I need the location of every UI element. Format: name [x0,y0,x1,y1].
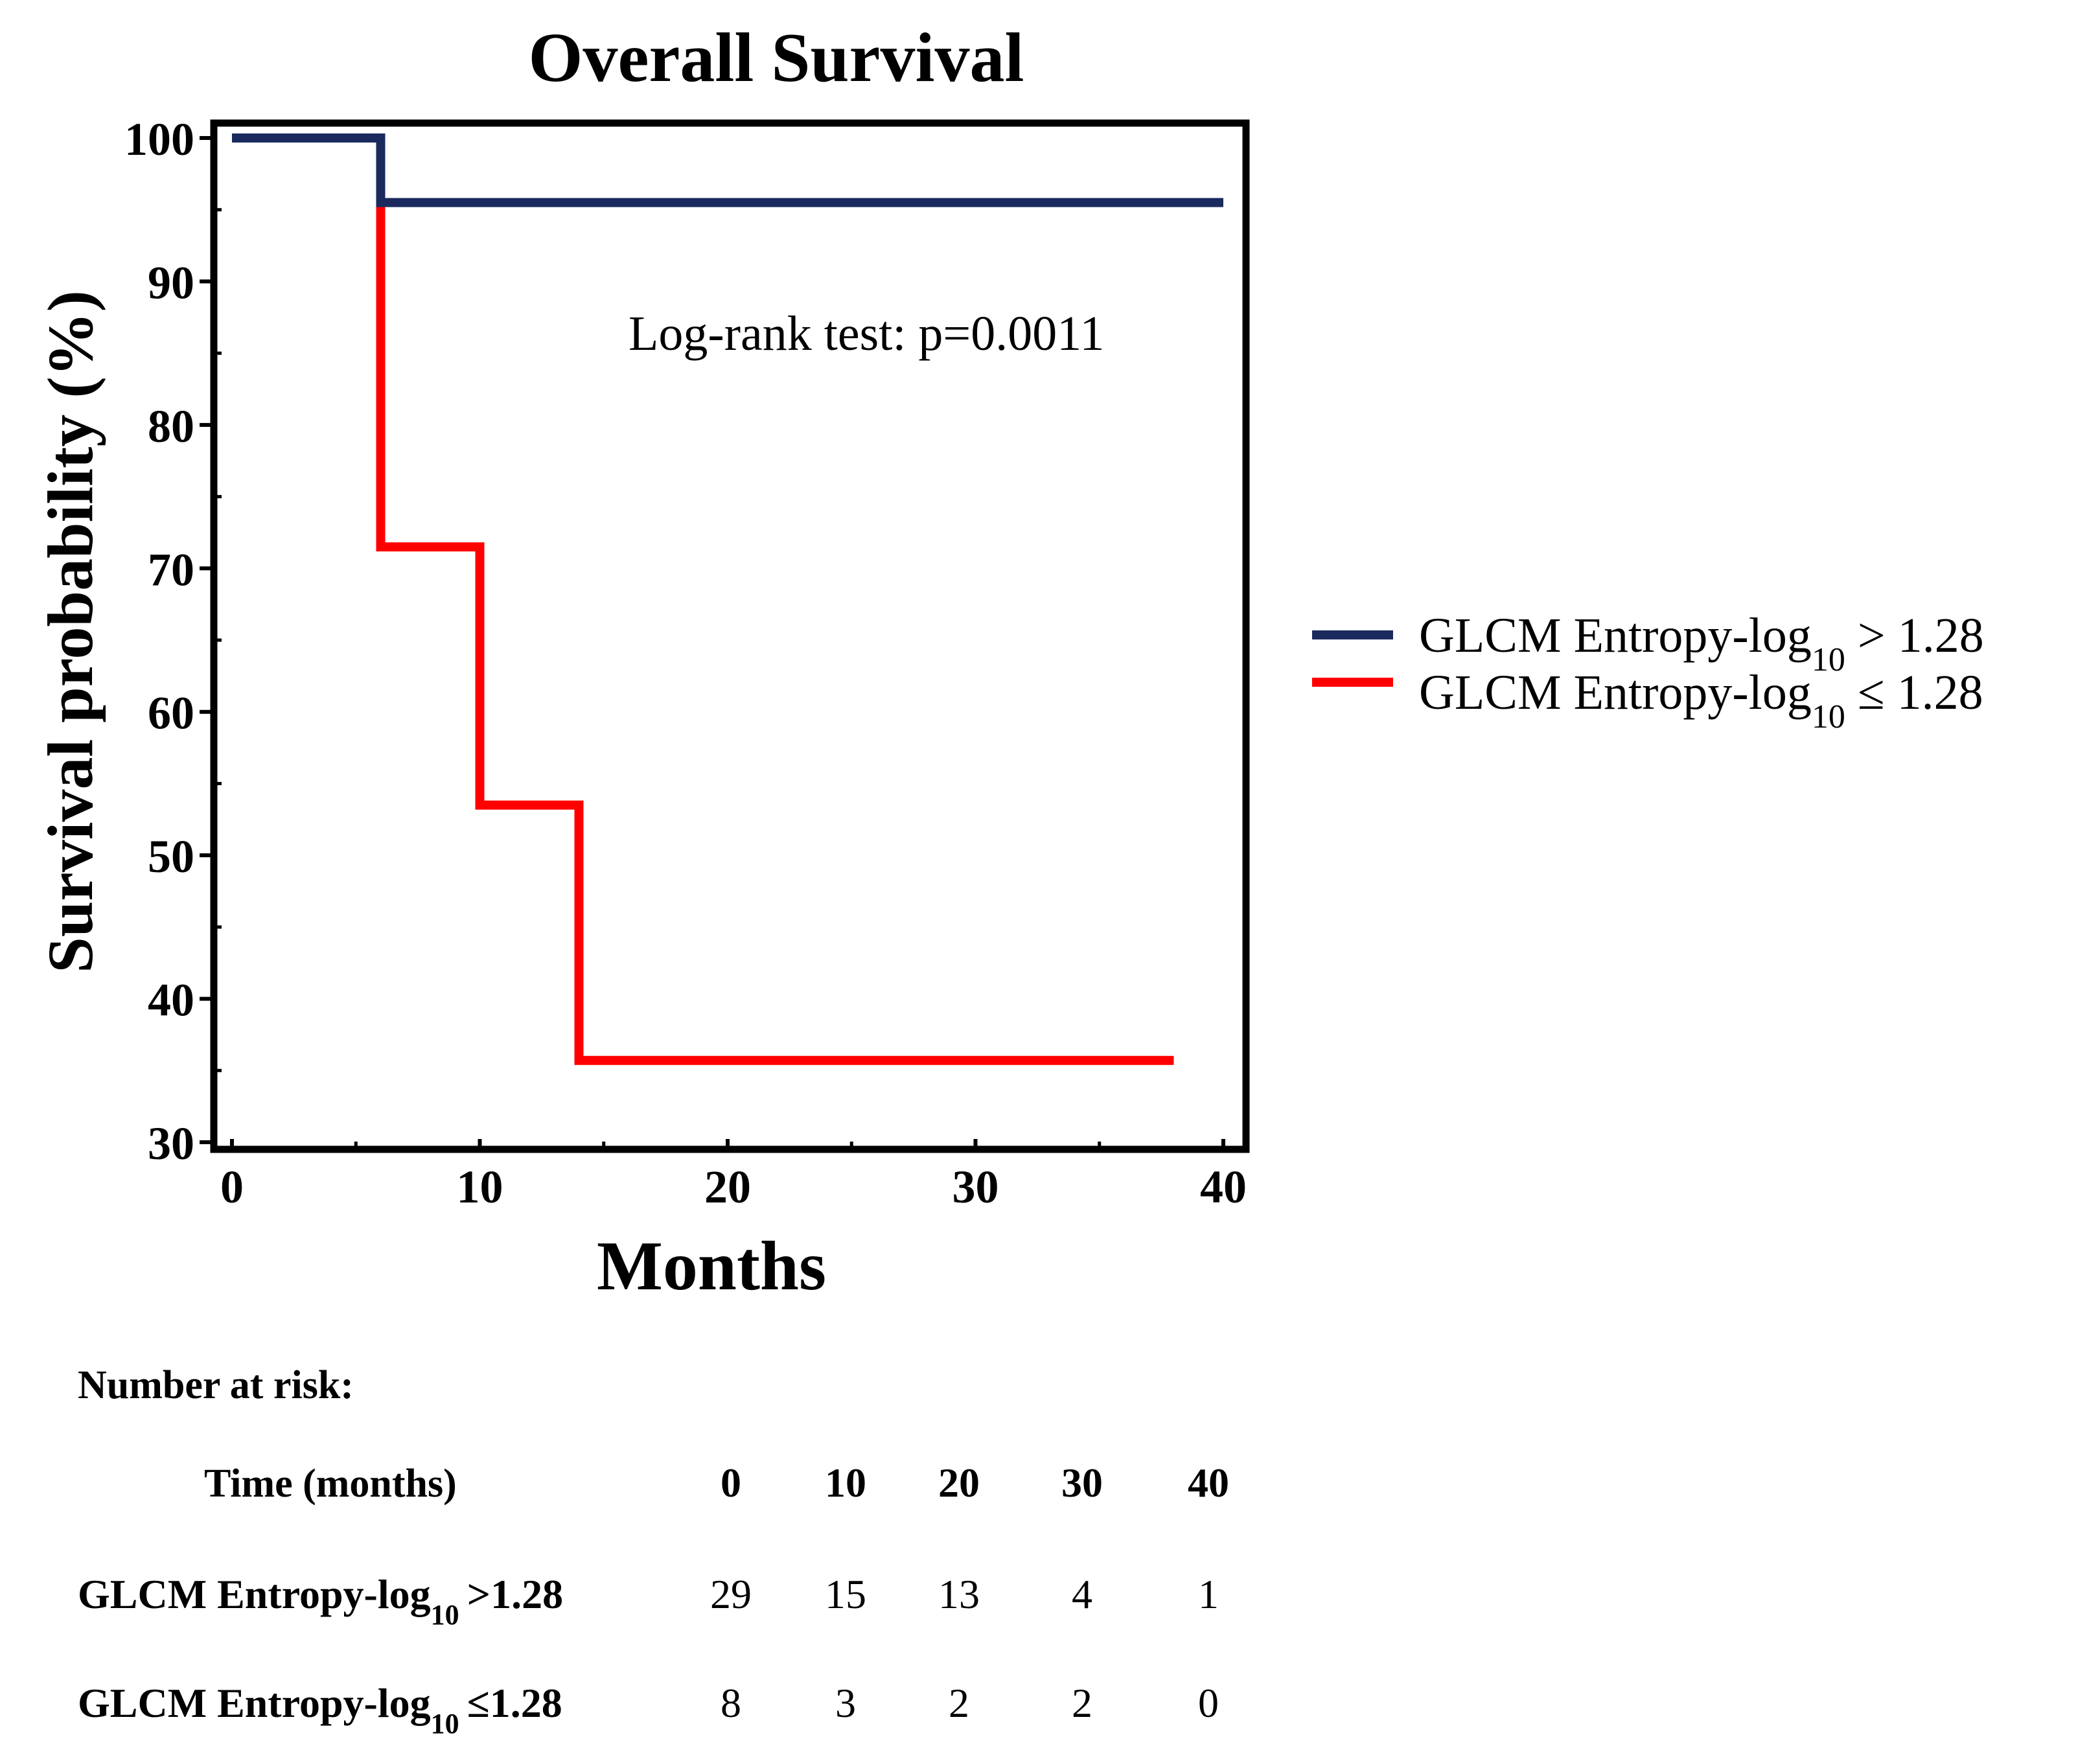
y-tick-label-80: 80 [148,400,194,452]
risk-time-label: Time (months) [204,1462,457,1506]
risk-row-label-low: GLCM Entropy-log10 ≤1.28 [78,1680,562,1740]
y-tick-label-30: 30 [148,1118,194,1169]
risk-time-10: 10 [825,1460,866,1506]
log-rank-annotation: Log-rank test: p=0.0011 [629,306,1104,361]
risk-count-low-20: 2 [949,1680,969,1726]
x-axis-label: Months [597,1228,826,1305]
legend: GLCM Entropy-log10 > 1.28 GLCM Entropy-l… [1312,608,1984,735]
risk-row-label-high: GLCM Entropy-log10 >1.28 [78,1571,563,1631]
y-tick-label-70: 70 [148,544,194,595]
survival-curves [232,133,1223,1065]
legend-label-high: GLCM Entropy-log10 > 1.28 [1419,608,1984,678]
x-tick-label-20: 20 [704,1161,751,1213]
risk-count-high-20: 13 [938,1571,980,1617]
axis-ticks: 30 40 50 60 70 80 90 100 0 10 20 30 40 [124,113,1247,1213]
y-axis-label: Survival probability (%) [34,290,106,973]
risk-count-low-0: 8 [721,1680,741,1726]
risk-count-high-0: 29 [710,1571,752,1617]
y-tick-label-40: 40 [148,974,194,1026]
curve-entropy-low [232,133,1174,1065]
risk-count-high-30: 4 [1072,1571,1092,1617]
y-tick-label-90: 90 [148,257,194,308]
chart-title: Overall Survival [529,19,1024,97]
risk-count-high-40: 1 [1198,1571,1219,1617]
x-tick-label-30: 30 [952,1161,999,1213]
risk-time-0: 0 [721,1460,741,1506]
risk-count-high-10: 15 [825,1571,866,1617]
y-tick-label-100: 100 [124,113,194,165]
legend-label-low: GLCM Entropy-log10 ≤ 1.28 [1419,665,1983,735]
y-tick-label-60: 60 [148,687,194,739]
x-tick-label-0: 0 [220,1161,244,1213]
x-tick-label-40: 40 [1200,1161,1247,1213]
risk-time-40: 40 [1188,1460,1229,1506]
risk-count-low-30: 2 [1072,1680,1092,1726]
risk-time-30: 30 [1061,1460,1103,1506]
risk-count-low-10: 3 [835,1680,856,1726]
risk-count-low-40: 0 [1198,1680,1219,1726]
risk-table: Number at risk: Time (months) 0 10 20 30… [78,1363,1229,1740]
risk-time-20: 20 [938,1460,980,1506]
plot-frame [210,119,1250,1153]
x-tick-label-10: 10 [457,1161,503,1213]
risk-table-heading: Number at risk: [78,1363,354,1407]
curve-entropy-high [232,133,1223,207]
y-tick-label-50: 50 [148,831,194,882]
